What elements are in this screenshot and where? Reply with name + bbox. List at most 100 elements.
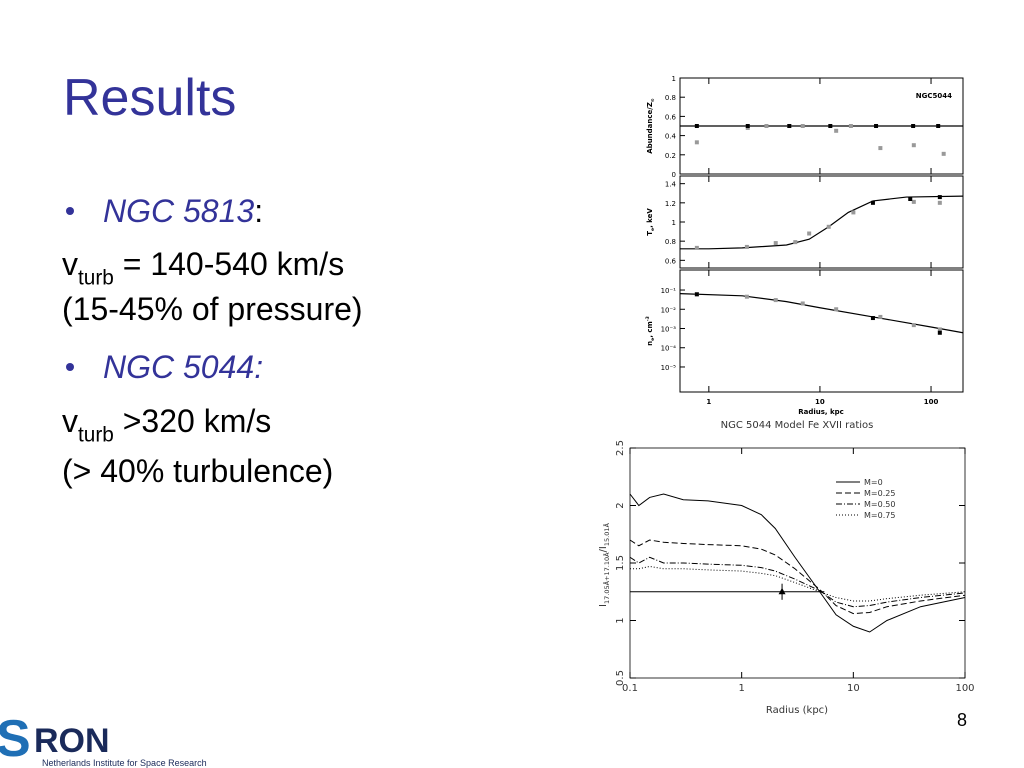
x-tick-label: 10 [847, 683, 860, 694]
text-part: NGC 5044: [103, 349, 263, 385]
model-line [629, 539, 966, 615]
text-part: Abundance/Z [646, 102, 654, 154]
data-point [870, 200, 875, 205]
data-point [694, 245, 699, 250]
data-point [936, 124, 941, 128]
model-line [629, 493, 966, 633]
data-point [911, 143, 916, 148]
text-part: (> 40% turbulence) [62, 453, 333, 489]
text-part: n [646, 341, 654, 346]
text-part: T [646, 231, 654, 236]
data-point [870, 316, 875, 321]
data-point [694, 292, 699, 297]
chart-line: NGC 5044 Model Fe XVII ratios 0.5 1 1.5 2 2.5… [598, 420, 975, 716]
body-line: NGC 5044: [103, 349, 263, 385]
y-tick-label: 0.6 [665, 257, 677, 265]
bullet [66, 207, 74, 215]
y-tick-label: 10⁻² [661, 306, 677, 314]
y-tick-label: 0.8 [665, 238, 676, 246]
y-axis-label: Te, keV [646, 208, 656, 236]
data-point [773, 241, 778, 246]
data-point [834, 128, 839, 133]
y-tick-label: 1 [615, 617, 626, 623]
y-tick-label: 0.5 [615, 670, 626, 686]
text-part: 17.05Å+17.10Å [602, 552, 611, 604]
y-tick-label: 0.4 [665, 133, 677, 141]
y-tick-label: 0 [672, 171, 676, 179]
page-number: 8 [957, 710, 967, 730]
data-point [744, 244, 749, 249]
y-tick-label: 10⁻⁵ [661, 364, 677, 372]
data-point [800, 124, 805, 128]
text-part: : [254, 193, 263, 229]
chart-title: NGC 5044 Model Fe XVII ratios [721, 420, 874, 431]
data-point [937, 327, 942, 332]
x-tick-label: 1 [738, 683, 744, 694]
data-point [793, 240, 798, 245]
data-point [745, 124, 750, 128]
text-part: >320 km/s [114, 403, 271, 439]
text-part: (15-45% of pressure) [62, 291, 363, 327]
observation-point [778, 587, 786, 595]
y-axis-label: I17.05Å+17.10Å/I15.01Å [598, 523, 611, 607]
data-point [764, 124, 769, 128]
data-point [851, 210, 856, 215]
legend-label: M=0 [864, 478, 883, 487]
text-part: e [651, 338, 656, 341]
text-part: /I [598, 546, 609, 552]
text-part: , cm [646, 321, 654, 338]
y-axis-label: Abundance/Z⊙ [646, 98, 656, 154]
data-point [826, 224, 831, 229]
logo-name: RON [34, 722, 110, 760]
y-tick-label: 2 [615, 502, 626, 508]
text-part: v [62, 246, 78, 282]
data-point [908, 197, 913, 201]
y-tick-label: 1 [672, 75, 676, 83]
data-point [807, 231, 812, 236]
data-point [848, 124, 853, 128]
data-point [828, 124, 833, 128]
x-axis-label: Radius (kpc) [766, 705, 828, 716]
body-line: vturb = 140-540 km/s [62, 246, 344, 290]
model-line [679, 293, 964, 334]
x-tick-label: 100 [924, 398, 939, 406]
y-tick-label: 10⁻⁴ [661, 345, 677, 353]
data-point [878, 314, 883, 319]
x-tick-label: 1 [706, 398, 711, 406]
y-axis-label: ne, cm-3 [645, 316, 656, 346]
annotation: NGC5044 [916, 92, 952, 100]
bullet [66, 363, 74, 371]
slide-title: Results [63, 69, 236, 127]
x-tick-label: 10 [815, 398, 825, 406]
data-point [773, 298, 778, 303]
data-point [878, 146, 883, 151]
text-part: = 140-540 km/s [114, 246, 344, 282]
model-line [680, 195, 964, 250]
body-line: (15-45% of pressure) [62, 291, 363, 327]
text-part: NGC 5813 [103, 193, 254, 229]
y-tick-label: 10⁻¹ [661, 287, 677, 295]
data-point [937, 330, 942, 335]
chart-panels: 0 0.2 0.4 0.6 0.8 1 Abundance/Z⊙ 0.6 0.8 1 1.2 1.4 T… [620, 72, 970, 416]
y-tick-label: 10⁻³ [661, 326, 677, 334]
body-line: NGC 5813: [103, 193, 263, 229]
data-point [874, 124, 879, 128]
data-point [834, 307, 839, 312]
x-axis-label: Radius, kpc [798, 408, 844, 416]
body-line: vturb >320 km/s [62, 403, 271, 447]
x-tick-label: 100 [955, 683, 974, 694]
data-point [937, 195, 942, 200]
data-point [800, 301, 805, 306]
text-part: , keV [646, 208, 654, 228]
text-part: turb [78, 267, 114, 290]
data-point [694, 140, 699, 145]
data-point [941, 151, 946, 156]
panel-frame [679, 269, 964, 393]
y-tick-label: 2.5 [615, 440, 626, 456]
legend-label: M=0.25 [864, 489, 895, 498]
text-part: ⊙ [651, 98, 656, 102]
y-tick-label: 1.5 [615, 555, 626, 571]
text-part: v [62, 403, 78, 439]
